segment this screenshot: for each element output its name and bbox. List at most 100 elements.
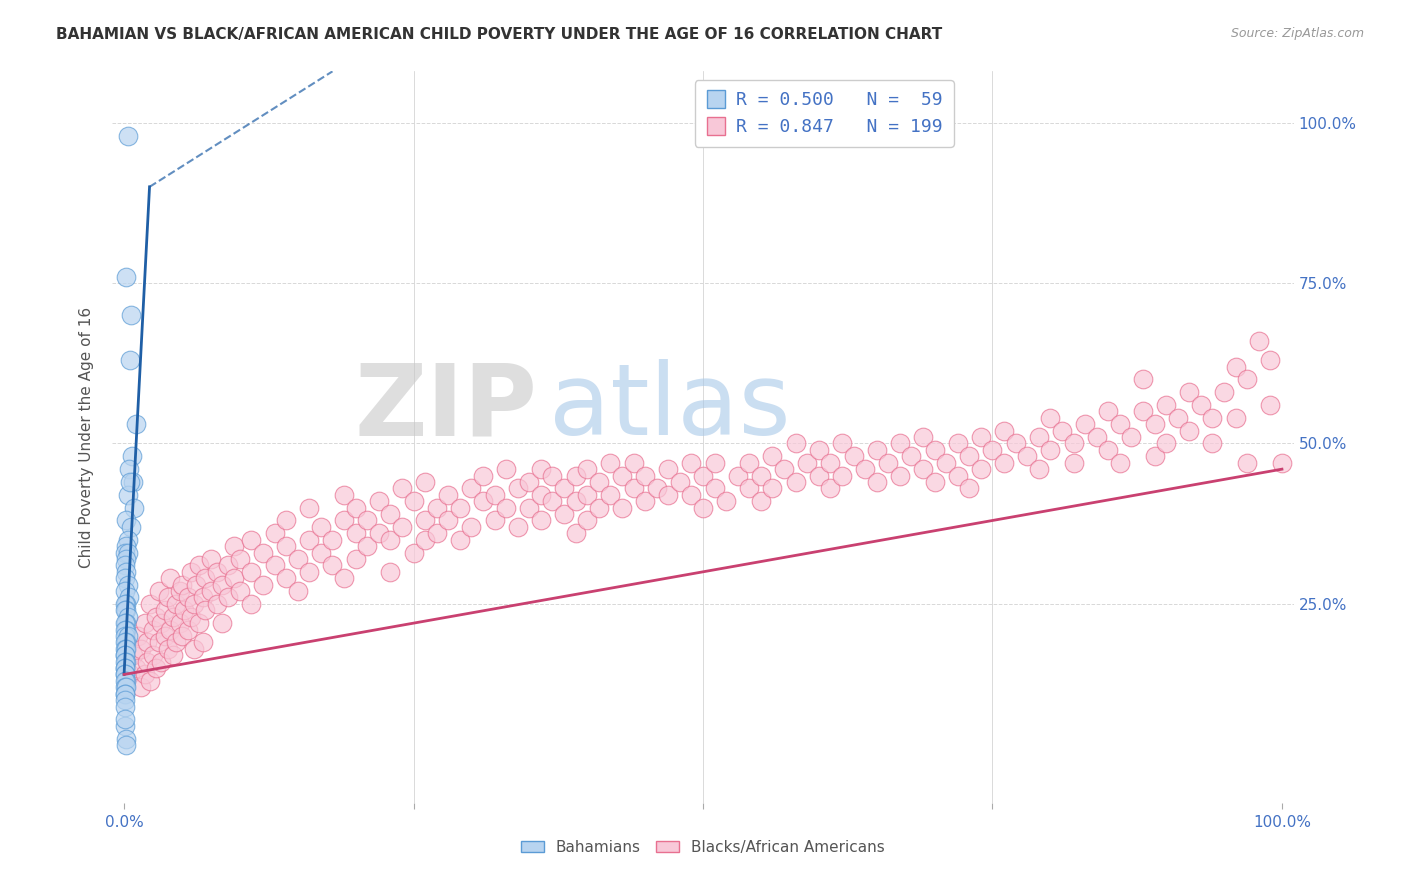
Point (115, 514, 138, 528)
Point (1121, 430, 1143, 444)
Point (1143, 417, 1166, 432)
Point (114, 719, 136, 733)
Point (117, 629, 139, 643)
Point (727, 468, 749, 483)
Point (115, 731, 138, 746)
Point (117, 545, 139, 559)
Point (173, 603, 195, 617)
Point (1154, 398, 1177, 412)
Point (145, 661, 167, 675)
Point (877, 456, 900, 470)
Point (517, 475, 540, 489)
Point (117, 533, 139, 547)
Point (263, 526, 285, 541)
Point (831, 468, 853, 483)
Point (114, 681, 136, 695)
Point (564, 494, 586, 508)
Point (946, 468, 969, 483)
Point (1260, 398, 1282, 412)
Point (657, 462, 679, 476)
Point (114, 661, 136, 675)
Point (367, 526, 389, 541)
Point (117, 577, 139, 591)
Point (114, 655, 136, 669)
Point (541, 494, 564, 508)
Point (391, 520, 413, 534)
Point (970, 430, 993, 444)
Point (276, 571, 298, 585)
Point (1004, 436, 1026, 450)
Point (738, 456, 761, 470)
Point (484, 488, 506, 502)
Point (866, 442, 889, 457)
Point (136, 655, 159, 669)
Point (1201, 410, 1223, 425)
Point (321, 558, 343, 573)
Point (150, 616, 173, 631)
Point (127, 629, 149, 643)
Point (122, 648, 145, 663)
Point (1143, 450, 1166, 464)
Point (957, 450, 980, 464)
Point (356, 539, 378, 553)
Point (142, 623, 165, 637)
Point (623, 456, 645, 470)
Point (530, 488, 553, 502)
Point (460, 520, 482, 534)
Point (118, 475, 141, 489)
Point (114, 641, 136, 656)
Point (1225, 410, 1247, 425)
Point (970, 462, 993, 476)
Point (807, 442, 830, 457)
Point (118, 591, 141, 605)
Point (749, 494, 772, 508)
Point (157, 591, 180, 605)
Point (714, 494, 737, 508)
Point (115, 673, 138, 688)
Point (114, 667, 136, 681)
Point (437, 488, 460, 502)
Point (309, 545, 332, 559)
Text: ZIP: ZIP (354, 359, 537, 457)
Point (553, 507, 575, 521)
Point (162, 648, 184, 663)
Point (114, 661, 136, 675)
Point (576, 488, 599, 502)
Point (309, 520, 332, 534)
Point (853, 462, 876, 476)
Point (114, 623, 136, 637)
Point (344, 552, 367, 566)
Point (211, 577, 233, 591)
Point (1225, 359, 1247, 374)
Point (449, 533, 471, 547)
Point (115, 565, 138, 579)
Point (114, 584, 136, 599)
Point (1050, 424, 1073, 438)
Point (150, 655, 173, 669)
Point (796, 456, 818, 470)
Point (820, 482, 842, 496)
Point (114, 616, 136, 631)
Point (114, 545, 136, 559)
Point (122, 475, 145, 489)
Point (946, 436, 969, 450)
Point (183, 597, 205, 611)
Point (115, 539, 138, 553)
Point (553, 482, 575, 496)
Point (142, 648, 165, 663)
Point (957, 482, 980, 496)
Point (205, 597, 228, 611)
Point (981, 442, 1004, 457)
Point (298, 565, 321, 579)
Point (170, 577, 193, 591)
Point (1097, 404, 1119, 418)
Point (136, 635, 159, 649)
Point (117, 128, 139, 143)
Point (634, 468, 657, 483)
Point (681, 488, 703, 502)
Point (120, 520, 142, 534)
Point (115, 635, 138, 649)
Point (184, 577, 207, 591)
Point (115, 616, 138, 631)
Point (157, 641, 180, 656)
